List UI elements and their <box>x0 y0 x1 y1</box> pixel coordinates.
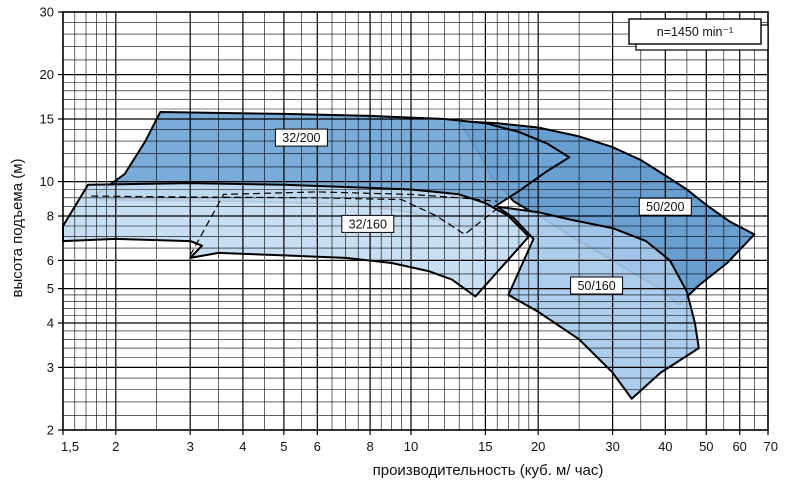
x-axis-title: производительность (куб. м/ час) <box>373 462 604 479</box>
area-labels: 50/200 32/200 50/160 32/160 <box>274 128 692 295</box>
area-label-box-32-200 <box>274 128 328 147</box>
y-tick-label: 8 <box>47 209 54 224</box>
x-tick-label: 30 <box>605 439 619 454</box>
x-tick-label: 2 <box>112 439 119 454</box>
x-tick-label: 20 <box>531 439 545 454</box>
x-tick-label: 1,5 <box>61 439 79 454</box>
speed-annotation: n=1450 min⁻¹ <box>657 25 733 39</box>
y-tick-label: 4 <box>47 316 54 331</box>
y-tick-label: 30 <box>40 5 54 20</box>
x-tick-label: 5 <box>280 439 287 454</box>
x-tick-label: 40 <box>658 439 672 454</box>
area-label-32-160: 32/160 <box>349 217 387 231</box>
x-tick-label: 6 <box>314 439 321 454</box>
dashed-curve-1 <box>91 195 500 236</box>
y-tick-label: 2 <box>47 423 54 438</box>
area-label-50-200: 50/200 <box>646 200 684 214</box>
y-tick-label: 20 <box>40 67 54 82</box>
area-label-32-200: 32/200 <box>282 131 320 145</box>
speed-annotation-frame <box>628 18 762 45</box>
y-tick-label: 6 <box>47 253 54 268</box>
plot-frame <box>62 11 769 431</box>
dashed-curves <box>91 191 500 256</box>
x-tick-label: 60 <box>732 439 746 454</box>
dashed-curve-2 <box>189 191 498 256</box>
grid-lines <box>62 11 769 431</box>
speed-annotation-box: n=1450 min⁻¹ <box>628 18 769 51</box>
area-label-50-160: 50/160 <box>577 279 615 293</box>
x-tick-label: 15 <box>478 439 492 454</box>
y-tick-label: 3 <box>47 360 54 375</box>
y-axis-title: высота подъема (м) <box>9 158 26 297</box>
area-label-box-32-160 <box>341 214 395 233</box>
x-tick-label: 8 <box>366 439 373 454</box>
y-tick-label: 15 <box>40 112 54 127</box>
y-axis-ticks: 2 3 4 5 6 8 10 15 20 30 <box>40 5 63 438</box>
x-tick-label: 3 <box>187 439 194 454</box>
y-tick-label: 10 <box>40 174 54 189</box>
area-50-160 <box>496 205 700 400</box>
x-axis-ticks: 1,5 2 3 4 5 6 8 10 15 20 30 40 50 60 70 <box>61 430 778 454</box>
area-label-box-50-200 <box>638 197 692 216</box>
x-tick-label: 50 <box>699 439 713 454</box>
pump-areas <box>62 111 756 400</box>
x-tick-label: 70 <box>764 439 778 454</box>
y-tick-label: 5 <box>47 281 54 296</box>
area-label-box-50-160 <box>570 276 624 295</box>
x-tick-label: 10 <box>404 439 418 454</box>
x-tick-label: 4 <box>239 439 246 454</box>
